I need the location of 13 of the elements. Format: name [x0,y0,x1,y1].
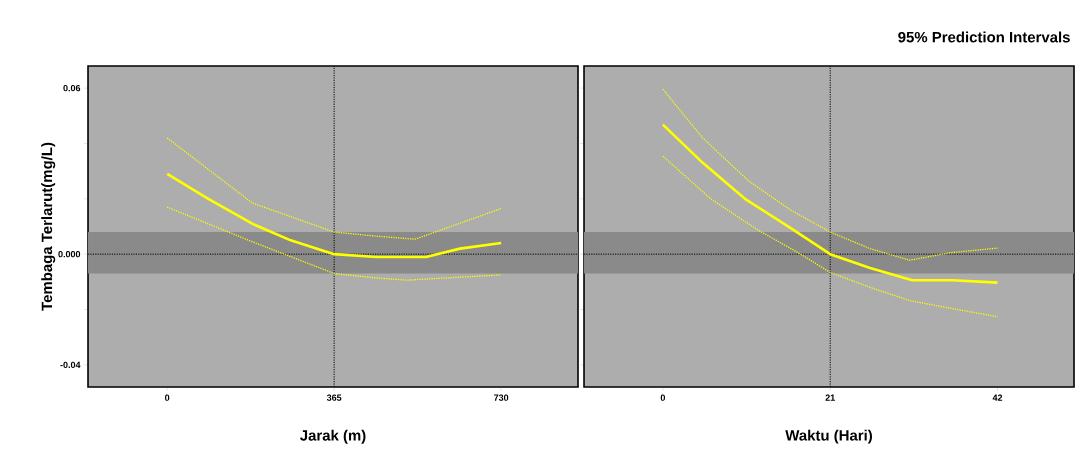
x-tick-label: 730 [494,394,509,401]
y-tick-label: 0.000 [58,250,81,258]
y-axis-title: Tembaga Terlarut(mg/L) [41,142,56,311]
x-tick-label: 21 [825,394,835,401]
x-tick-label: 0 [660,394,666,401]
y-tick-label: -0.04 [60,361,81,369]
x-tick-label: 42 [992,394,1003,401]
x-tick-label: 365 [326,394,342,401]
x-axis-title: Jarak (m) [300,429,366,444]
y-tick-label: 0.06 [63,84,81,92]
x-tick-label: 0 [165,394,170,401]
chart-title: 95% Prediction Intervals [898,31,1070,43]
x-axis-title: Waktu (Hari) [785,429,872,444]
